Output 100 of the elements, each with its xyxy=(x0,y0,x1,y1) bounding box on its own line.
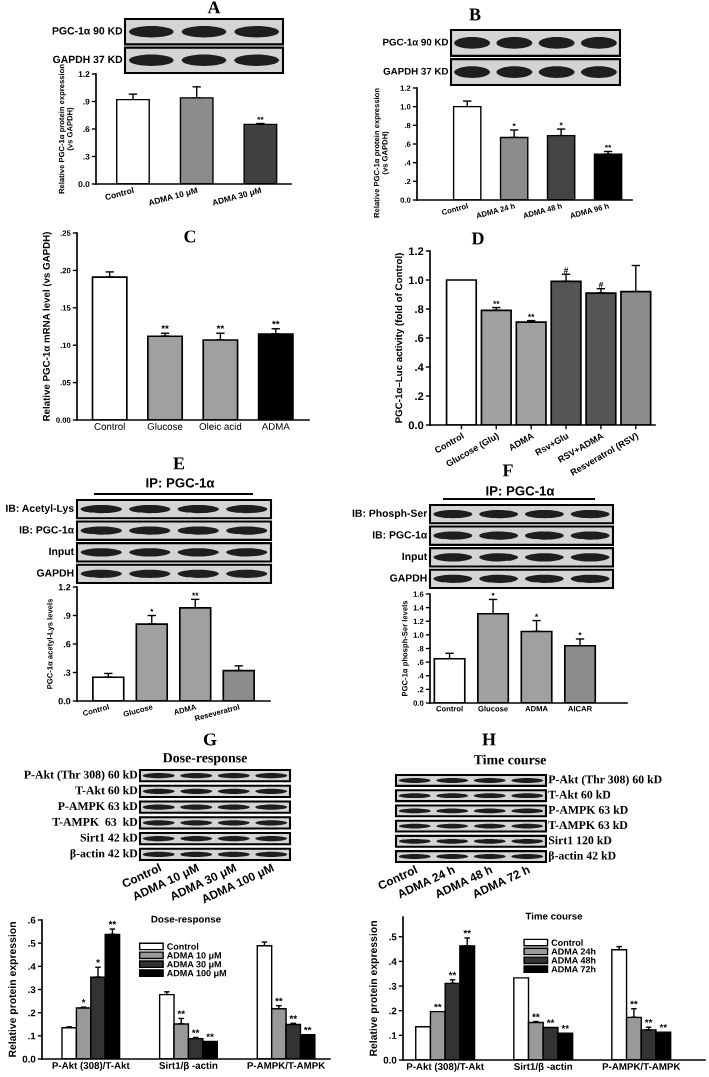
y-tick-label: 0.0 xyxy=(383,1056,397,1064)
category-label: β-actin 42 kD xyxy=(548,851,616,862)
data-label: * xyxy=(534,613,539,617)
y-tick-label: 1.0 xyxy=(409,276,424,285)
category-label: PGC-1α 90 KD xyxy=(383,38,449,46)
data-label: ** xyxy=(630,1000,638,1005)
data-label: ** xyxy=(257,116,264,120)
category-label: IB: Acetyl-Lys xyxy=(6,504,74,514)
y-tick-label: .6 xyxy=(415,334,424,343)
x-tick-label: P-Akt (308)/T-Akt xyxy=(406,1062,484,1072)
category-label: T-AMPK 63 kD xyxy=(548,820,628,830)
y-axis-title: Relative protein expression xyxy=(369,921,380,1056)
data-label: ** xyxy=(272,320,280,325)
legend-label: Control xyxy=(551,939,583,946)
y-tick-label: .3 xyxy=(389,982,397,990)
text: B xyxy=(469,8,481,21)
data-label: ** xyxy=(644,1019,653,1023)
text: E xyxy=(173,457,185,470)
y-tick-label: .5 xyxy=(28,940,36,947)
chart-title: C xyxy=(184,230,196,243)
y-tick-label: 0.0 xyxy=(58,697,71,705)
data-label: ** xyxy=(216,325,225,329)
y-tick-label: 1.2 xyxy=(409,247,424,256)
data-label: ** xyxy=(206,1033,214,1037)
data-label: ** xyxy=(161,325,169,329)
x-tick-label: ADMA xyxy=(261,423,290,430)
x-tick-label: P-Akt (308)/T-Akt xyxy=(52,1061,130,1071)
category-label: Sirt1 120 kD xyxy=(548,835,612,845)
y-tick-label: .3 xyxy=(28,986,36,994)
category-label: Input xyxy=(49,547,74,558)
category-label: GAPDH 37 KD xyxy=(383,67,449,75)
data-label: * xyxy=(150,608,154,612)
text: A xyxy=(207,1,221,14)
category-label: P-AMPK 63 kD xyxy=(548,805,628,814)
category-label: IB: PGC-1α xyxy=(372,531,428,539)
data-label: ** xyxy=(275,997,283,1002)
y-tick-label: .2 xyxy=(415,392,424,401)
x-tick-label: Sirt1/β -actin xyxy=(514,1062,573,1072)
text: F xyxy=(502,464,513,477)
y-tick-label: .1 xyxy=(28,1032,36,1040)
category-label: GAPDH 37 KD xyxy=(53,55,123,64)
y-tick-label: .2 xyxy=(28,1009,36,1017)
category-label: P-Akt (Thr 308) 60 kD xyxy=(548,775,662,786)
x-tick-label: P-AMPK/T-AMPK xyxy=(602,1062,681,1071)
data-label: * xyxy=(559,122,563,126)
data-label: * xyxy=(512,123,516,127)
category-label: T-Akt 60 kD xyxy=(548,790,611,799)
category-label: P-Akt (Thr 308) 60 kD xyxy=(24,770,138,781)
category-label: IB: PGC-1α xyxy=(19,526,74,534)
y-axis-title: PGC-1α–Luc activity (fold of Control) xyxy=(395,253,405,423)
y-tick-label: .1 xyxy=(389,1032,397,1039)
y-tick-label: .4 xyxy=(389,958,397,965)
category-label: T-Akt 60 kD xyxy=(75,786,138,795)
y-tick-label: .9 xyxy=(63,612,71,619)
data-label: ** xyxy=(532,1013,540,1018)
legend-label: Control xyxy=(167,943,199,950)
chart-subtitle: Time course xyxy=(525,912,583,920)
data-label: ** xyxy=(604,144,612,148)
data-label: ** xyxy=(546,1019,555,1024)
category-label: Input xyxy=(402,552,428,563)
data-label: # xyxy=(598,281,604,288)
data-label: ** xyxy=(434,1003,442,1008)
legend-label: ADMA 30 μM xyxy=(166,961,221,970)
data-label: ** xyxy=(561,1025,570,1029)
y-tick-label: 0.0 xyxy=(78,181,90,188)
data-label: ** xyxy=(448,971,457,976)
category-label: Sirt1 42 kD xyxy=(80,833,138,842)
category-label: GAPDH xyxy=(36,569,74,577)
x-tick-label: Oleic acid xyxy=(199,422,242,430)
y-tick-label: .6 xyxy=(83,126,90,133)
legend-label: ADMA 72h xyxy=(551,965,596,973)
category-label: GAPDH xyxy=(390,574,427,582)
chart-title: D xyxy=(471,232,484,245)
data-label: ** xyxy=(659,1024,668,1028)
category-label: PGC-1α 90 KD xyxy=(52,27,123,35)
y-tick-label: 1.2 xyxy=(78,71,90,78)
data-label: ** xyxy=(463,929,471,934)
x-tick-label: ADMA 30 μM xyxy=(211,187,262,208)
data-label: * xyxy=(578,632,582,636)
y-axis-title: Relative PGC-1α mRNA level (vs GAPDH) xyxy=(42,232,52,421)
y-tick-label: .4 xyxy=(28,963,36,970)
text: H xyxy=(482,733,496,746)
y-tick-label: .3 xyxy=(63,669,71,676)
data-label: ** xyxy=(177,1010,186,1015)
chart-subtitle: Dose-response xyxy=(151,915,221,925)
x-tick-label: Control xyxy=(94,422,125,430)
data-label: ** xyxy=(493,300,500,304)
y-tick-label: .8 xyxy=(415,305,424,314)
data-label: ** xyxy=(192,592,199,596)
text: G xyxy=(203,733,217,746)
text: Dose-response xyxy=(162,753,247,766)
text: IP: PGC-1α xyxy=(486,486,555,496)
x-tick-label: P-AMPK/T-AMPK xyxy=(247,1061,326,1070)
data-label: ** xyxy=(191,1029,200,1034)
y-tick-label: .4 xyxy=(415,363,424,372)
data-label: ** xyxy=(527,313,535,317)
x-tick-label: Control xyxy=(104,186,134,201)
data-label: ** xyxy=(108,921,117,925)
data-label: * xyxy=(96,959,100,963)
data-label: ** xyxy=(303,1026,312,1031)
